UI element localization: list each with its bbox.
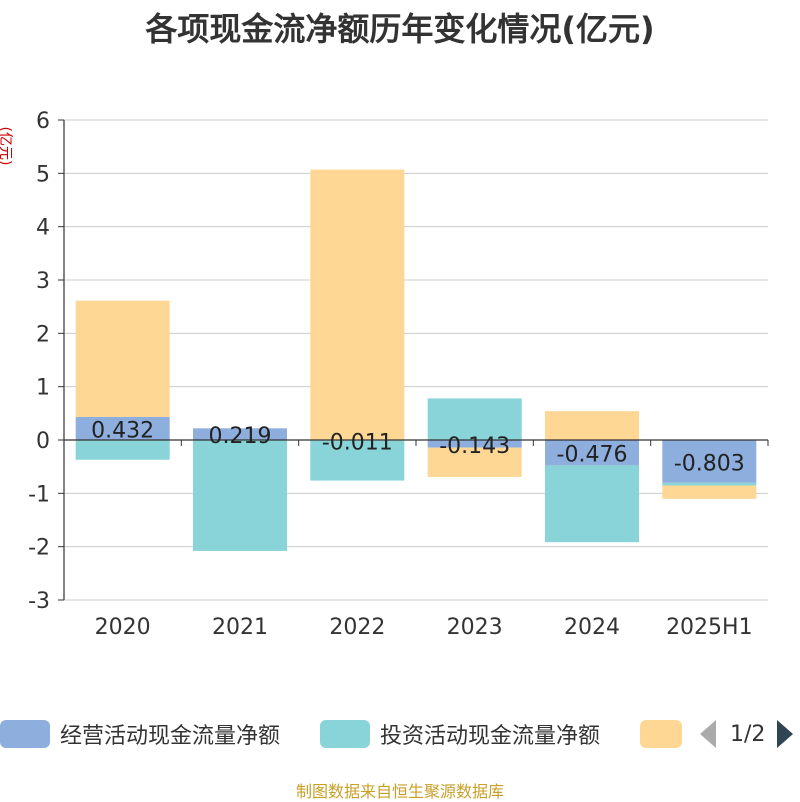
bar-investing <box>193 440 287 551</box>
x-tick-label: 2023 <box>447 615 503 640</box>
bar-investing <box>75 440 170 460</box>
legend-swatch-operating <box>0 720 50 748</box>
legend-label-operating: 经营活动现金流量净额 <box>60 724 281 749</box>
data-label: 0.219 <box>209 424 272 449</box>
legend-pager: 1/2 <box>700 718 794 750</box>
bar-operating <box>75 416 170 440</box>
bar-financing <box>427 447 522 477</box>
y-tick-label: -1 <box>28 482 50 507</box>
data-label: -0.476 <box>557 443 628 468</box>
x-tick-label: 2025H1 <box>666 615 753 640</box>
y-tick-label: 4 <box>36 216 50 241</box>
bar-investing <box>427 398 522 440</box>
x-tick-label: 2024 <box>564 615 620 640</box>
legend-swatch-investing <box>320 720 370 748</box>
legend-label-investing: 投资活动现金流量净额 <box>380 724 601 749</box>
data-label: -0.143 <box>439 434 510 459</box>
legend-item-investing[interactable]: 投资活动现金流量净额 <box>320 718 600 750</box>
legend-item-financing[interactable] <box>640 718 682 750</box>
data-label: 0.432 <box>91 418 154 443</box>
bar-financing <box>545 411 639 440</box>
bar-operating <box>193 428 287 440</box>
y-tick-label: 5 <box>36 162 50 187</box>
legend-item-operating[interactable]: 经营活动现金流量净额 <box>0 718 280 750</box>
bar-investing <box>662 482 757 486</box>
x-tick-label: 2020 <box>95 615 151 640</box>
chart-title: 各项现金流净额历年变化情况(亿元) <box>145 10 655 48</box>
legend-page-indicator: 1/2 <box>730 721 766 747</box>
bar-financing <box>75 300 170 417</box>
y-tick-label: -2 <box>28 536 50 561</box>
y-tick-label: 2 <box>36 322 50 347</box>
x-tick-label: 2021 <box>212 615 268 640</box>
bar-operating <box>545 440 639 466</box>
x-tick-label: 2022 <box>329 615 385 640</box>
y-tick-label: 3 <box>36 269 50 294</box>
bar-investing <box>545 465 639 543</box>
bar-operating <box>662 440 757 483</box>
y-tick-label: 0 <box>36 429 50 454</box>
y-tick-label: 1 <box>36 376 50 401</box>
bar-operating <box>427 440 522 448</box>
legend-prev-arrow-icon[interactable] <box>700 720 716 748</box>
legend-swatch-financing <box>640 720 682 748</box>
bar-investing <box>310 440 405 481</box>
source-note: 制图数据来自恒生聚源数据库 <box>295 782 504 801</box>
data-label: -0.803 <box>674 451 745 476</box>
y-tick-label: -3 <box>28 589 50 614</box>
bar-financing <box>310 169 405 440</box>
y-tick-label: 6 <box>36 109 50 134</box>
legend-next-arrow-icon[interactable] <box>777 720 794 748</box>
bar-financing <box>662 485 757 499</box>
data-label: -0.011 <box>322 430 393 455</box>
